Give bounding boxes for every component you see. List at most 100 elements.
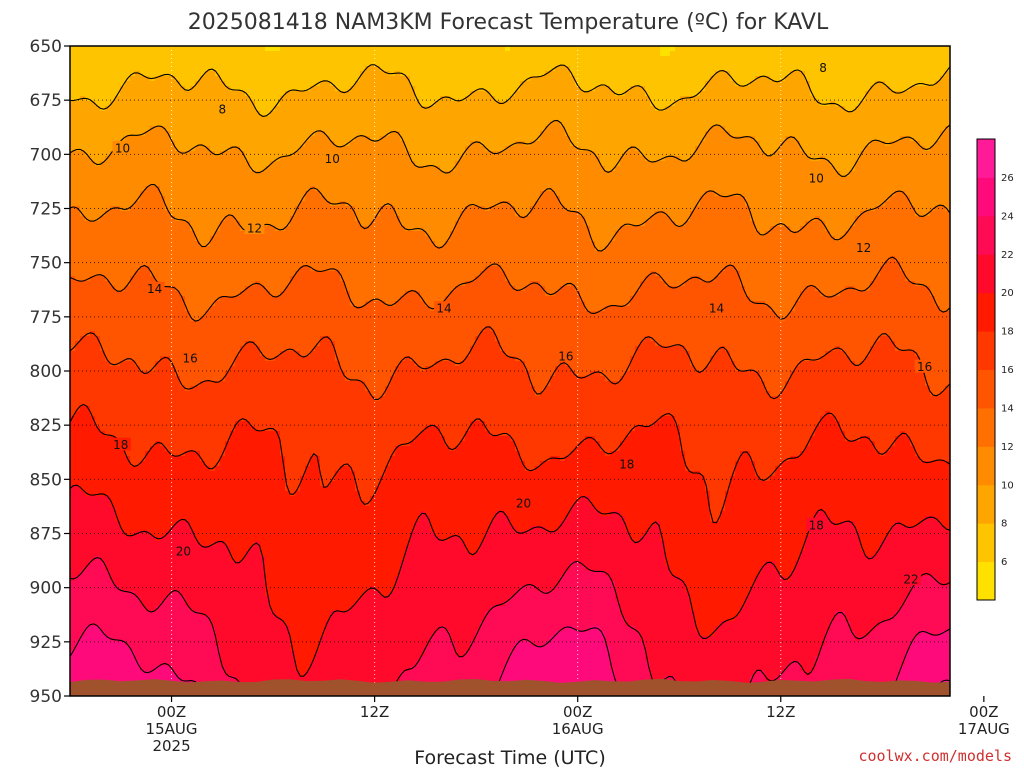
temperature-cell <box>220 381 226 387</box>
temperature-cell <box>155 521 161 527</box>
temperature-cell <box>245 451 251 457</box>
temperature-cell <box>250 551 256 557</box>
temperature-cell <box>200 296 206 302</box>
temperature-cell <box>250 406 256 412</box>
temperature-cell <box>205 266 211 272</box>
temperature-cell <box>240 676 246 682</box>
temperature-cell <box>75 591 81 597</box>
temperature-cell <box>75 471 81 477</box>
temperature-cell <box>240 371 246 377</box>
temperature-cell <box>215 126 221 132</box>
temperature-cell <box>135 261 141 267</box>
temperature-cell <box>195 431 201 437</box>
temperature-cell <box>140 256 146 262</box>
temperature-cell <box>145 576 151 582</box>
temperature-cell <box>100 661 106 667</box>
temperature-cell <box>70 616 76 622</box>
temperature-cell <box>150 456 156 462</box>
temperature-cell <box>255 211 261 217</box>
temperature-cell <box>135 181 141 187</box>
temperature-cell <box>80 86 86 92</box>
temperature-cell <box>240 546 246 552</box>
temperature-cell <box>185 336 191 342</box>
temperature-cell <box>220 91 226 97</box>
temperature-cell <box>130 451 136 457</box>
temperature-cell <box>100 646 106 652</box>
temperature-cell <box>240 451 246 457</box>
temperature-cell <box>240 361 246 367</box>
temperature-cell <box>205 391 211 397</box>
temperature-cell <box>100 321 106 327</box>
temperature-cell <box>75 316 81 322</box>
temperature-cell <box>125 66 131 72</box>
temperature-cell <box>195 161 201 167</box>
temperature-cell <box>130 441 136 447</box>
temperature-cell <box>230 546 236 552</box>
temperature-cell <box>125 51 131 57</box>
temperature-cell <box>145 571 151 577</box>
temperature-cell <box>145 331 151 337</box>
temperature-cell <box>100 391 106 397</box>
temperature-cell <box>130 176 136 182</box>
temperature-cell <box>70 201 76 207</box>
temperature-cell <box>180 521 186 527</box>
temperature-cell <box>80 351 86 357</box>
temperature-cell <box>230 461 236 467</box>
temperature-cell <box>195 421 201 427</box>
temperature-cell <box>125 431 131 437</box>
temperature-cell <box>210 391 216 397</box>
temperature-cell <box>160 181 166 187</box>
temperature-cell <box>180 96 186 102</box>
temperature-cell <box>135 221 141 227</box>
temperature-cell <box>130 391 136 397</box>
temperature-cell <box>90 431 96 437</box>
temperature-cell <box>150 351 156 357</box>
temperature-cell <box>95 91 101 97</box>
temperature-cell <box>205 471 211 477</box>
temperature-cell <box>150 121 156 127</box>
temperature-cell <box>95 121 101 127</box>
temperature-cell <box>170 251 176 257</box>
temperature-cell <box>205 196 211 202</box>
temperature-cell <box>95 481 101 487</box>
temperature-cell <box>155 251 161 257</box>
temperature-cell <box>80 376 86 382</box>
temperature-cell <box>110 546 116 552</box>
temperature-cell <box>190 51 196 57</box>
temperature-cell <box>80 236 86 242</box>
temperature-cell <box>155 46 161 52</box>
temperature-cell <box>245 131 251 137</box>
temperature-cell <box>140 301 146 307</box>
temperature-cell <box>160 526 166 532</box>
temperature-cell <box>195 466 201 472</box>
temperature-cell <box>230 371 236 377</box>
temperature-cell <box>205 271 211 277</box>
temperature-cell <box>70 471 76 477</box>
temperature-cell <box>80 271 86 277</box>
temperature-cell <box>250 446 256 452</box>
temperature-cell <box>120 621 126 627</box>
temperature-cell <box>100 286 106 292</box>
temperature-cell <box>160 81 166 87</box>
temperature-cell <box>110 551 116 557</box>
temperature-cell <box>160 251 166 257</box>
temperature-cell <box>200 471 206 477</box>
temperature-cell <box>75 371 81 377</box>
temperature-cell <box>125 251 131 257</box>
temperature-cell <box>90 476 96 482</box>
temperature-cell <box>240 406 246 412</box>
temperature-cell <box>100 251 106 257</box>
temperature-cell <box>85 71 91 77</box>
temperature-cell <box>145 301 151 307</box>
temperature-cell <box>185 101 191 107</box>
temperature-cell <box>255 151 261 157</box>
temperature-cell <box>85 351 91 357</box>
temperature-cell <box>160 471 166 477</box>
temperature-cell <box>200 61 206 67</box>
temperature-cell <box>215 321 221 327</box>
temperature-cell <box>170 536 176 542</box>
temperature-cell <box>225 176 231 182</box>
temperature-cell <box>230 256 236 262</box>
temperature-cell <box>245 46 251 52</box>
temperature-cell <box>90 666 96 672</box>
